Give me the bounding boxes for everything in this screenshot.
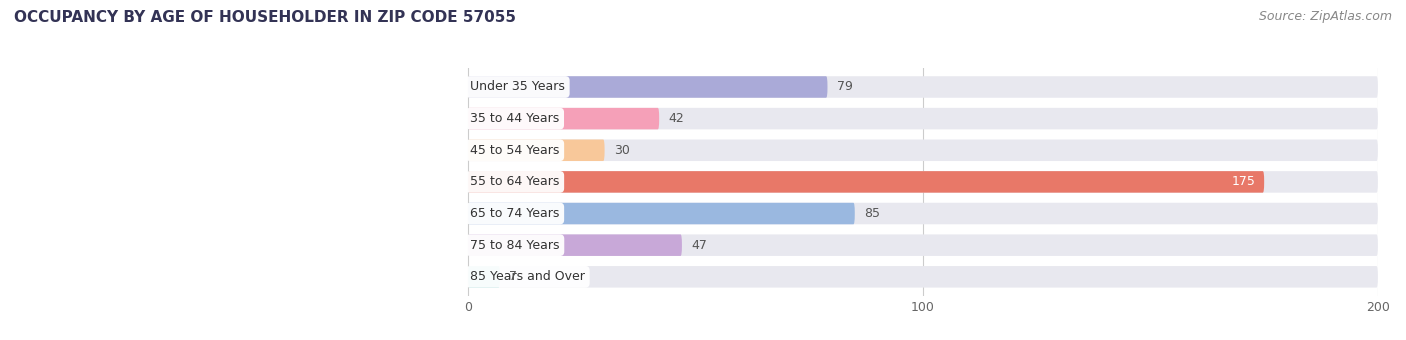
Text: 7: 7 [509,270,517,283]
FancyBboxPatch shape [468,139,605,161]
FancyBboxPatch shape [468,234,1378,256]
Text: 75 to 84 Years: 75 to 84 Years [471,239,560,252]
FancyBboxPatch shape [468,266,501,288]
FancyBboxPatch shape [468,76,1378,98]
FancyBboxPatch shape [468,171,1264,193]
Text: Under 35 Years: Under 35 Years [471,81,565,94]
FancyBboxPatch shape [468,108,659,130]
FancyBboxPatch shape [468,203,855,224]
FancyBboxPatch shape [468,171,1378,193]
Text: 79: 79 [837,81,852,94]
FancyBboxPatch shape [468,108,1378,130]
Text: 65 to 74 Years: 65 to 74 Years [471,207,560,220]
Text: 35 to 44 Years: 35 to 44 Years [471,112,560,125]
FancyBboxPatch shape [468,266,1378,288]
Text: OCCUPANCY BY AGE OF HOUSEHOLDER IN ZIP CODE 57055: OCCUPANCY BY AGE OF HOUSEHOLDER IN ZIP C… [14,10,516,25]
FancyBboxPatch shape [468,139,1378,161]
Text: 30: 30 [613,144,630,157]
Text: 47: 47 [690,239,707,252]
Text: 175: 175 [1232,175,1256,188]
Text: 55 to 64 Years: 55 to 64 Years [471,175,560,188]
Text: 85: 85 [863,207,880,220]
Text: 42: 42 [668,112,683,125]
Text: 85 Years and Over: 85 Years and Over [471,270,585,283]
FancyBboxPatch shape [468,76,828,98]
Text: 45 to 54 Years: 45 to 54 Years [471,144,560,157]
FancyBboxPatch shape [468,203,1378,224]
FancyBboxPatch shape [468,234,682,256]
Text: Source: ZipAtlas.com: Source: ZipAtlas.com [1258,10,1392,23]
